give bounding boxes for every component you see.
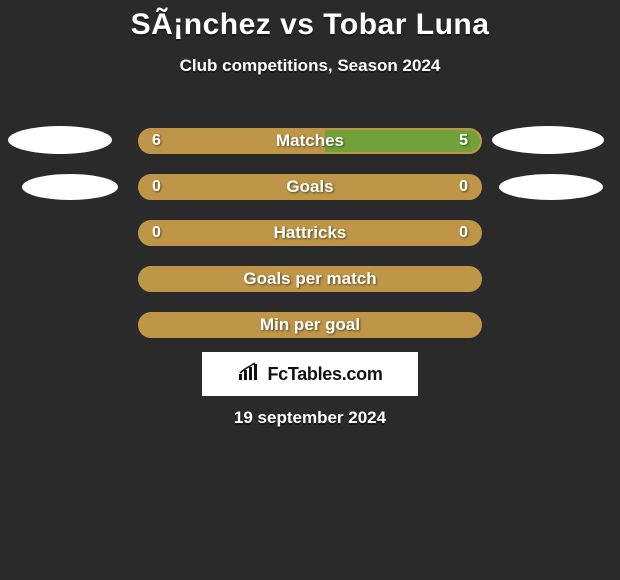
ellipse-icon: [499, 174, 603, 200]
stat-row: Goals0 0: [0, 164, 620, 210]
stat-row: Goals per match: [0, 256, 620, 302]
bar-fill-left: [140, 130, 325, 152]
stat-bar: Min per goal: [138, 312, 482, 338]
date: 19 september 2024: [0, 408, 620, 428]
stat-value-right: 0: [459, 176, 468, 198]
stat-bar: Matches65: [138, 128, 482, 154]
comparison-rows: Matches65Goals00Hattricks00Goals per mat…: [0, 118, 620, 348]
stat-bar: Hattricks0 0: [138, 220, 482, 246]
ellipse-icon: [22, 174, 118, 200]
stat-value-left: 0: [152, 222, 161, 244]
logo-box: FcTables.com: [202, 352, 418, 396]
stat-row: Matches65: [0, 118, 620, 164]
ellipse-icon: [492, 126, 604, 154]
stat-label: Hattricks: [140, 222, 480, 244]
stat-value-left: 0: [152, 176, 161, 198]
logo-text: FcTables.com: [267, 364, 382, 385]
stat-bar: Goals0 0: [138, 174, 482, 200]
stat-label: Goals: [140, 176, 480, 198]
subtitle: Club competitions, Season 2024: [0, 56, 620, 76]
stat-row: Hattricks0 0: [0, 210, 620, 256]
stat-label: Goals per match: [140, 268, 480, 290]
stat-bar: Goals per match: [138, 266, 482, 292]
ellipse-icon: [8, 126, 112, 154]
page-title: SÃ¡nchez vs Tobar Luna: [0, 0, 620, 42]
stat-row: Min per goal: [0, 302, 620, 348]
stat-label: Min per goal: [140, 314, 480, 336]
stat-value-right: 0: [459, 222, 468, 244]
chart-icon: [237, 362, 261, 387]
bar-fill-right: [325, 130, 480, 152]
